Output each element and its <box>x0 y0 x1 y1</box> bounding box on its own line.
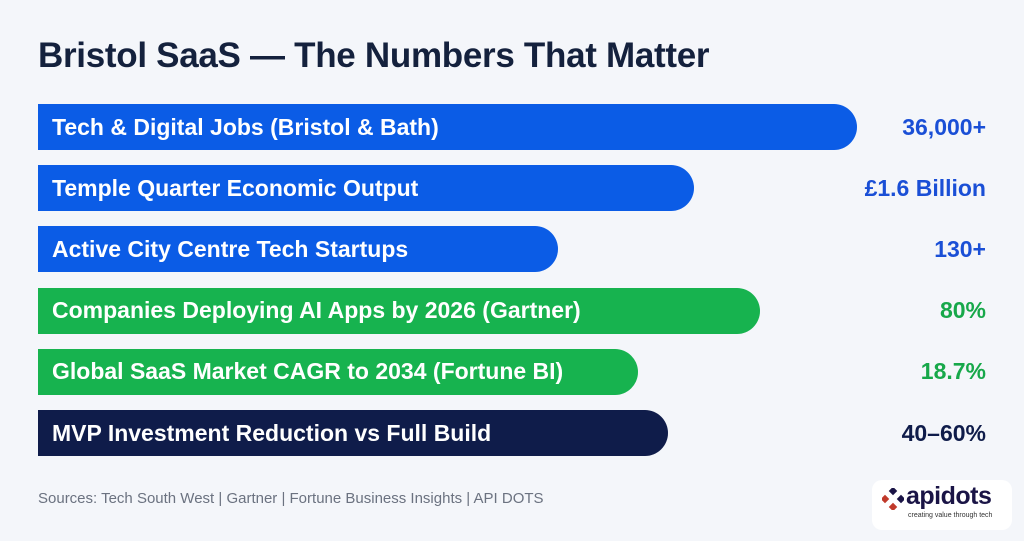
logo-tagline: creating value through tech <box>908 512 993 519</box>
bar: MVP Investment Reduction vs Full Build <box>38 410 668 456</box>
bar: Active City Centre Tech Startups <box>38 226 558 273</box>
bar: Companies Deploying AI Apps by 2026 (Gar… <box>38 287 760 334</box>
bar-label: Active City Centre Tech Startups <box>52 235 409 262</box>
bar-label: Temple Quarter Economic Output <box>52 174 419 201</box>
bar: Global SaaS Market CAGR to 2034 (Fortune… <box>38 348 638 395</box>
logo-mark-icon <box>882 488 904 510</box>
value-label: 80% <box>939 297 986 324</box>
logo-wordmark: apidots <box>906 482 992 510</box>
bar-label: Global SaaS Market CAGR to 2034 (Fortune… <box>52 358 564 385</box>
value-label: 130+ <box>934 235 986 262</box>
sources-note: Sources: Tech South West | Gartner | For… <box>38 490 544 507</box>
bar-label: Tech & Digital Jobs (Bristol & Bath) <box>52 113 439 140</box>
bar: Temple Quarter Economic Output <box>38 165 694 212</box>
bar-label: Companies Deploying AI Apps by 2026 (Gar… <box>52 297 581 324</box>
chart-title: Bristol SaaS — The Numbers That Matter <box>38 36 710 75</box>
value-label: 40–60% <box>901 419 986 446</box>
value-label: £1.6 Billion <box>864 174 986 201</box>
bar: Tech & Digital Jobs (Bristol & Bath) <box>38 104 857 150</box>
value-label: 18.7% <box>920 358 986 385</box>
bar-label: MVP Investment Reduction vs Full Build <box>52 419 492 446</box>
value-label: 36,000+ <box>902 113 986 140</box>
apidots-logo[interactable]: apidots creating value through tech <box>872 480 1012 530</box>
